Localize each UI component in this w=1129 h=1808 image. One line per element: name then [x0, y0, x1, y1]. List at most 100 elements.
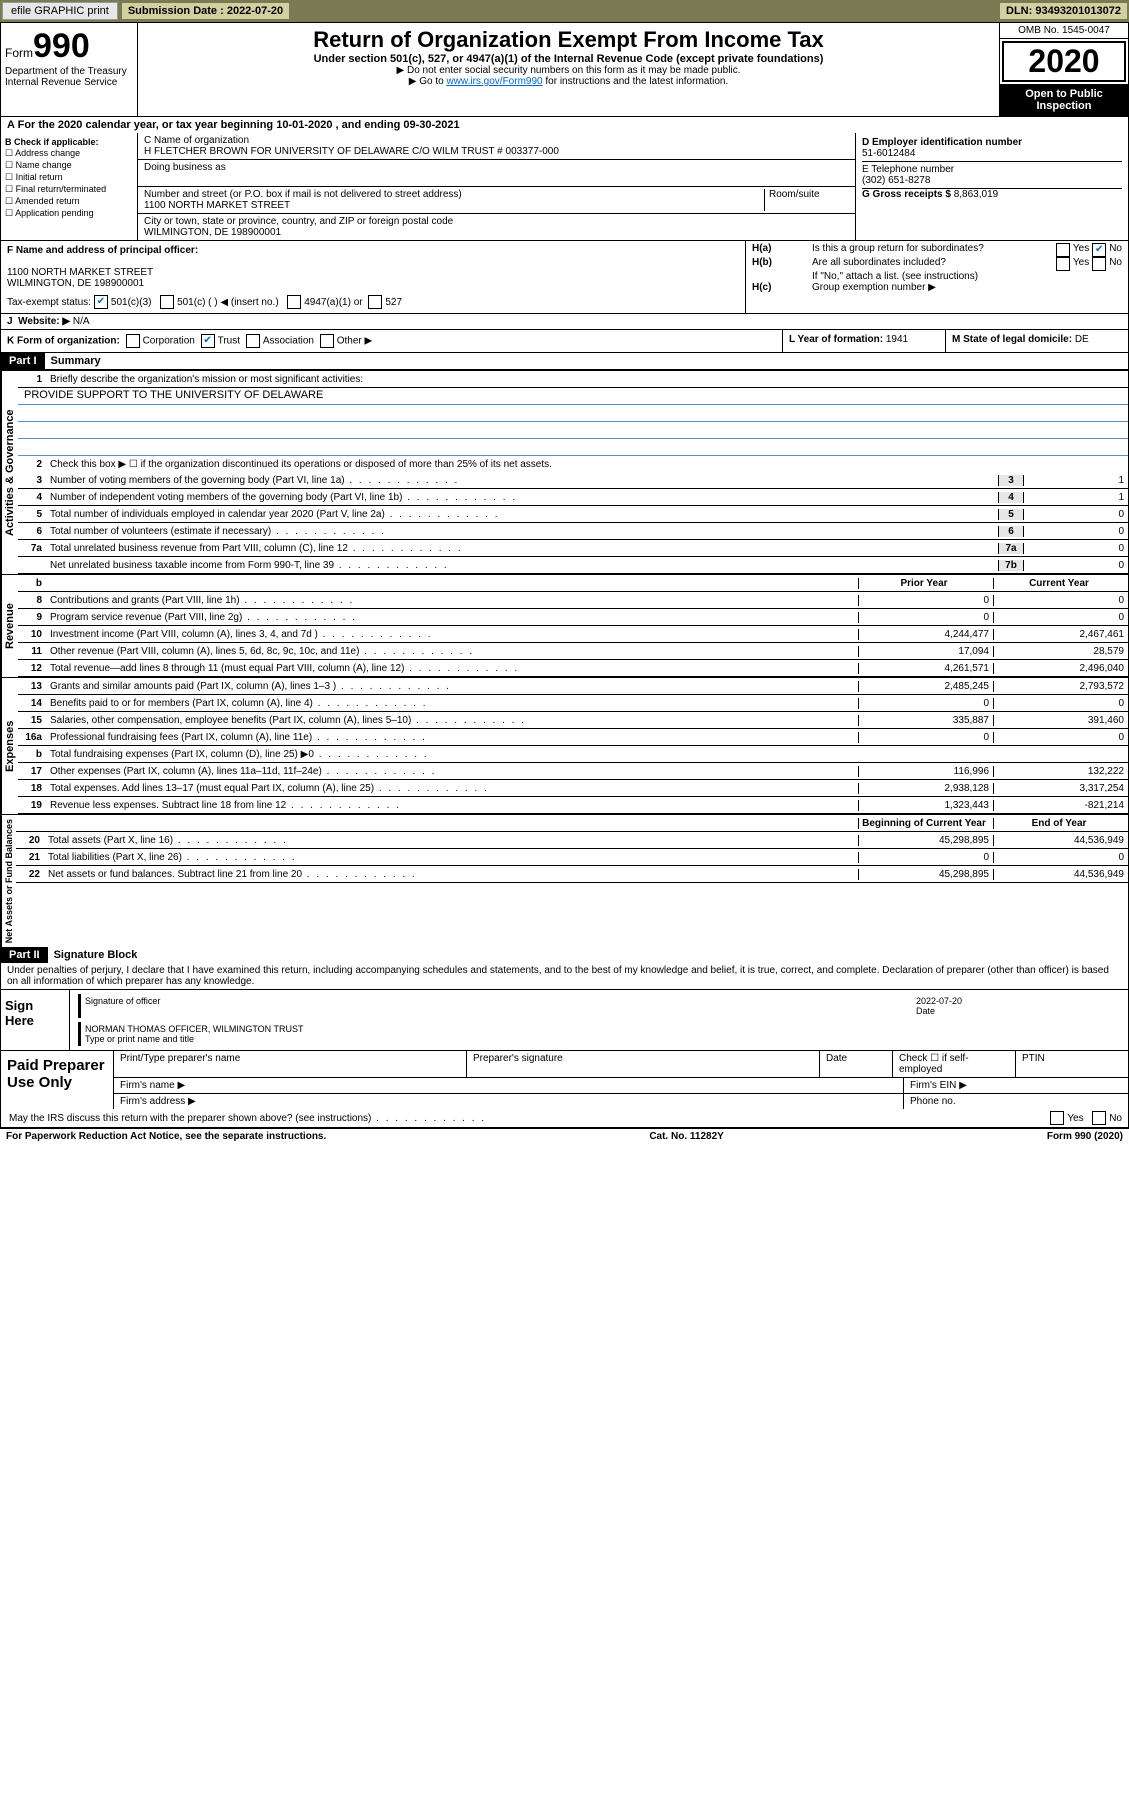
opt-527: 527	[385, 297, 402, 308]
mission-text: PROVIDE SUPPORT TO THE UNIVERSITY OF DEL…	[18, 388, 1128, 405]
phone-label: E Telephone number	[862, 164, 954, 175]
dln: DLN: 93493201013072	[1000, 3, 1127, 19]
open-public: Open to Public Inspection	[1000, 84, 1128, 116]
gross-value: 8,863,019	[954, 189, 999, 200]
beg-year-hdr: Beginning of Current Year	[858, 818, 993, 829]
firm-addr-label: Firm's address ▶	[114, 1094, 904, 1109]
sign-here-label: Sign Here	[1, 990, 70, 1050]
chk-address-change[interactable]: ☐ Address change	[5, 148, 133, 159]
end-year-hdr: End of Year	[993, 818, 1128, 829]
chk-corp[interactable]	[126, 334, 140, 348]
chk-app-pending[interactable]: ☐ Application pending	[5, 208, 133, 219]
website-label: Website: ▶	[18, 316, 70, 327]
chk-501c[interactable]	[160, 295, 174, 309]
chk-final-return[interactable]: ☐ Final return/terminated	[5, 184, 133, 195]
sig-date-label: Date	[916, 1006, 935, 1016]
discuss-question: May the IRS discuss this return with the…	[7, 1112, 1047, 1125]
firm-name-label: Firm's name ▶	[114, 1078, 904, 1093]
declaration: Under penalties of perjury, I declare th…	[1, 963, 1128, 989]
tax-year: 2020	[1002, 41, 1126, 82]
irs-label: Internal Revenue Service	[5, 77, 133, 88]
prep-name-label: Print/Type preparer's name	[114, 1051, 467, 1077]
cat-no: Cat. No. 11282Y	[649, 1131, 723, 1142]
chk-assoc[interactable]	[246, 334, 260, 348]
form-subtitle: Under section 501(c), 527, or 4947(a)(1)…	[142, 53, 995, 65]
tax-year-text: For the 2020 calendar year, or tax year …	[18, 119, 460, 131]
addr-label: Number and street (or P.O. box if mail i…	[144, 189, 462, 200]
chk-527[interactable]	[368, 295, 382, 309]
part2-header: Part II	[1, 947, 48, 963]
form990-link[interactable]: www.irs.gov/Form990	[446, 76, 542, 87]
goto-instr: ▶ Go to www.irs.gov/Form990 for instruct…	[142, 76, 995, 87]
prior-year-hdr: Prior Year	[858, 578, 993, 589]
chk-name-change[interactable]: ☐ Name change	[5, 160, 133, 171]
chk-amended[interactable]: ☐ Amended return	[5, 196, 133, 207]
form-990: Form990 Department of the Treasury Inter…	[0, 22, 1129, 1129]
opt-501c3: 501(c)(3)	[111, 297, 152, 308]
dept-treasury: Department of the Treasury	[5, 66, 133, 77]
b-header: B Check if applicable:	[5, 137, 99, 147]
gross-label: G Gross receipts $	[862, 189, 954, 200]
section-b: B Check if applicable: ☐ Address change …	[1, 133, 138, 240]
chk-trust[interactable]: ✔	[201, 334, 215, 348]
phone-value: (302) 651-8278	[862, 175, 930, 186]
line2-text: Check this box ▶ ☐ if the organization d…	[48, 458, 1128, 471]
ein-value: 51-6012484	[862, 148, 915, 159]
hb-note: If "No," attach a list. (see instruction…	[752, 271, 1122, 282]
exp-label: Expenses	[1, 678, 18, 814]
sig-officer-label: Signature of officer	[85, 996, 916, 1016]
omb-number: OMB No. 1545-0047	[1000, 23, 1128, 39]
room-label: Room/suite	[765, 189, 849, 211]
form-footer: Form 990 (2020)	[1047, 1131, 1123, 1142]
sig-date: 2022-07-20	[916, 996, 962, 1006]
line1-text: Briefly describe the organization's miss…	[48, 373, 1128, 386]
chk-initial-return[interactable]: ☐ Initial return	[5, 172, 133, 183]
form-number: 990	[33, 27, 90, 65]
part1-header: Part I	[1, 353, 45, 369]
ein-label: D Employer identification number	[862, 137, 1022, 148]
opt-4947: 4947(a)(1) or	[304, 297, 362, 308]
officer-name: NORMAN THOMAS OFFICER, WILMINGTON TRUST	[85, 1024, 304, 1034]
ha-yes[interactable]	[1056, 243, 1070, 257]
officer-label: F Name and address of principal officer:	[7, 245, 198, 256]
discuss-no[interactable]	[1092, 1111, 1106, 1125]
pra-notice: For Paperwork Reduction Act Notice, see …	[6, 1131, 326, 1142]
goto-post: for instructions and the latest informat…	[543, 76, 729, 87]
c-name-label: C Name of organization	[144, 135, 249, 146]
hb-no[interactable]	[1092, 257, 1106, 271]
firm-phone-label: Phone no.	[904, 1094, 1128, 1109]
part2-title: Signature Block	[48, 947, 144, 963]
chk-501c3[interactable]: ✔	[94, 295, 108, 309]
l-label: L Year of formation:	[789, 334, 886, 345]
chk-4947[interactable]	[287, 295, 301, 309]
form-label: Form	[5, 46, 33, 60]
form-title: Return of Organization Exempt From Incom…	[142, 27, 995, 53]
hb-yes[interactable]	[1056, 257, 1070, 271]
tax-status-label: Tax-exempt status:	[7, 297, 91, 308]
goto-pre: ▶ Go to	[409, 76, 447, 87]
discuss-yes[interactable]	[1050, 1111, 1064, 1125]
year-formation: 1941	[886, 334, 908, 345]
firm-ein-label: Firm's EIN ▶	[904, 1078, 1128, 1093]
city-label: City or town, state or province, country…	[144, 216, 453, 227]
gov-label: Activities & Governance	[1, 371, 18, 574]
prep-sig-label: Preparer's signature	[467, 1051, 820, 1077]
k-label: K Form of organization:	[7, 336, 120, 347]
org-city: WILMINGTON, DE 198900001	[144, 227, 281, 238]
net-label: Net Assets or Fund Balances	[1, 815, 16, 947]
no-ssn: ▶ Do not enter social security numbers o…	[142, 65, 995, 76]
efile-print-button[interactable]: efile GRAPHIC print	[2, 2, 118, 20]
section-c: C Name of organizationH FLETCHER BROWN F…	[138, 133, 856, 240]
section-deg: D Employer identification number51-60124…	[856, 133, 1128, 240]
tax-year-row: A For the 2020 calendar year, or tax yea…	[1, 117, 1128, 133]
ha-no[interactable]: ✔	[1092, 243, 1106, 257]
state-domicile: DE	[1075, 334, 1089, 345]
chk-other[interactable]	[320, 334, 334, 348]
opt-501c: 501(c) ( ) ◀ (insert no.)	[177, 297, 279, 308]
m-label: M State of legal domicile:	[952, 334, 1075, 345]
org-street: 1100 NORTH MARKET STREET	[144, 200, 290, 211]
officer-name-label: Type or print name and title	[85, 1034, 194, 1044]
officer-addr1: 1100 NORTH MARKET STREET	[7, 267, 153, 278]
self-employed: Check ☐ if self-employed	[893, 1051, 1016, 1077]
submission-date: Submission Date : 2022-07-20	[122, 3, 289, 19]
